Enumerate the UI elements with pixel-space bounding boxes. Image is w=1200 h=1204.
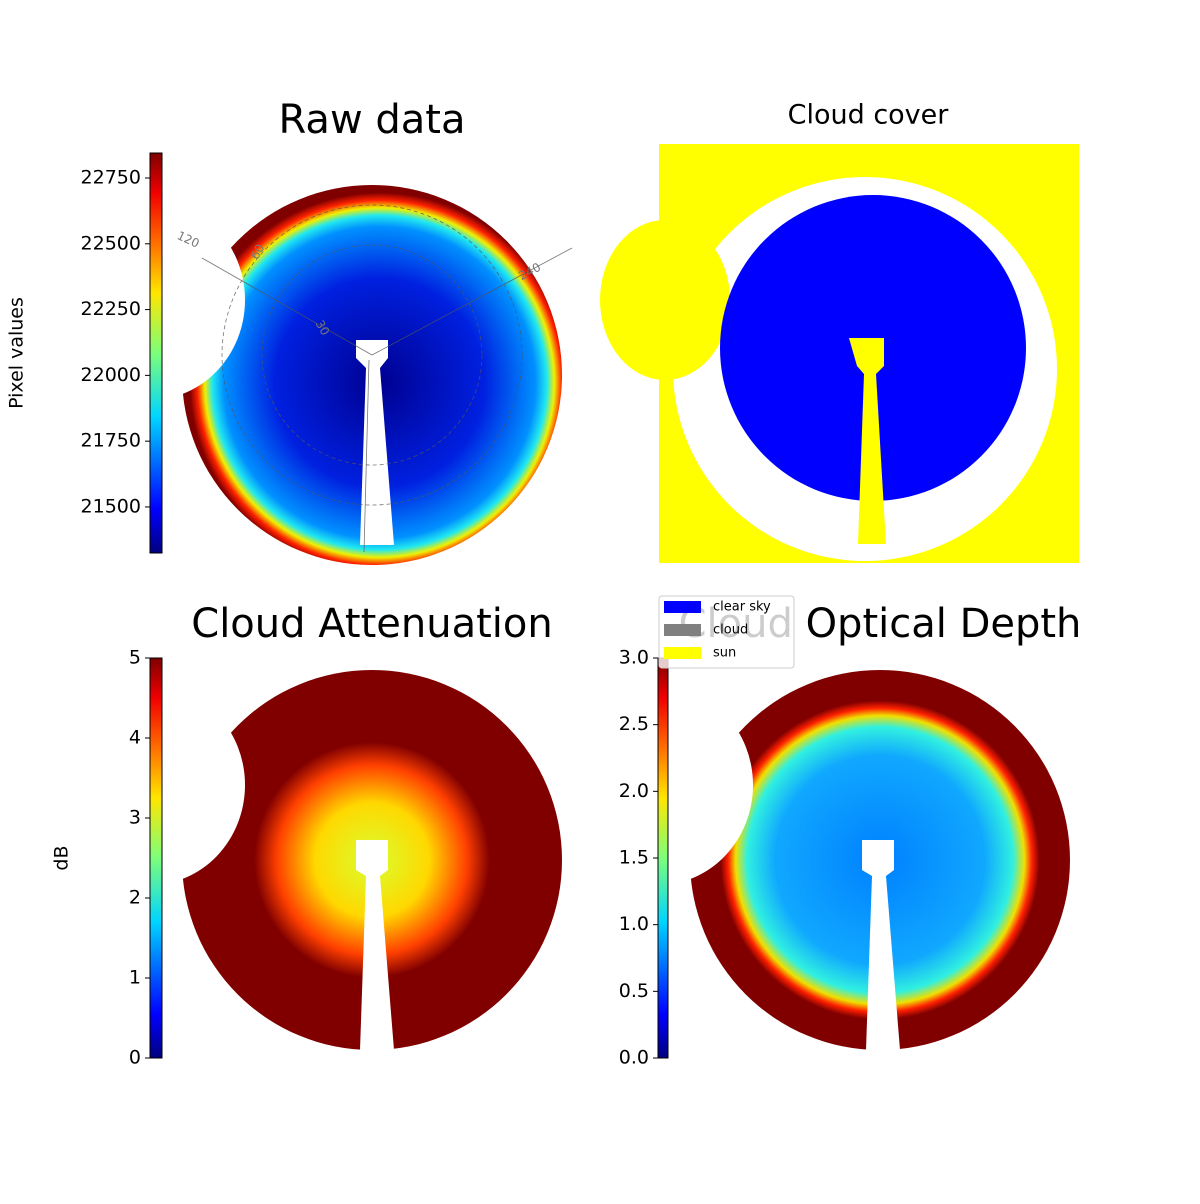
colorbar-tick-label: 1.5: [619, 847, 649, 869]
colorbar-tick-label: 22000: [81, 364, 141, 386]
attenuation-image: [55, 670, 562, 1050]
colorbar-tick-label: 1.0: [619, 913, 649, 935]
colorbar-tick-label: 22500: [81, 232, 141, 254]
colorbar-tick-label: 21500: [81, 495, 141, 517]
cloud-cover-image: [600, 144, 1079, 563]
colorbar-tick-label: 5: [129, 647, 141, 669]
colorbar-tick-label: 3: [129, 807, 141, 829]
legend-label: cloud: [713, 623, 748, 638]
colorbar: [149, 657, 163, 1059]
polar-label: 60: [248, 242, 268, 262]
colorbar-tick-label: 2.5: [619, 713, 649, 735]
colorbar-tick-label: 1: [129, 967, 141, 989]
colorbar-tick-label: 0.0: [619, 1047, 649, 1069]
polar-label: 30: [313, 318, 333, 338]
colorbar-tick-label: 0.5: [619, 980, 649, 1002]
raw-image: [55, 185, 573, 565]
legend-label: clear sky: [713, 600, 771, 615]
colorbar-tick-label: 2.0: [619, 780, 649, 802]
colorbar-tick-label: 4: [129, 727, 141, 749]
colorbar-tick-label: 21750: [81, 430, 141, 452]
legend-label: sun: [713, 646, 736, 661]
panel-title: Raw data: [279, 97, 466, 143]
panel-title: Cloud Attenuation: [191, 601, 552, 647]
colorbar: [149, 152, 163, 554]
legend-swatch: [664, 647, 701, 659]
colorbar: [657, 657, 669, 1059]
legend-swatch: [664, 601, 701, 613]
colorbar-tick-label: 0: [129, 1047, 141, 1069]
colorbar-tick-label: 22750: [81, 167, 141, 189]
panel-title: Cloud cover: [788, 100, 950, 131]
colorbar-label: dB: [51, 845, 73, 870]
colorbar-tick-label: 3.0: [619, 647, 649, 669]
colorbar-label: Pixel values: [6, 297, 28, 409]
legend-swatch: [664, 624, 701, 636]
colorbar-tick-label: 2: [129, 887, 141, 909]
colorbar-tick-label: 22250: [81, 298, 141, 320]
